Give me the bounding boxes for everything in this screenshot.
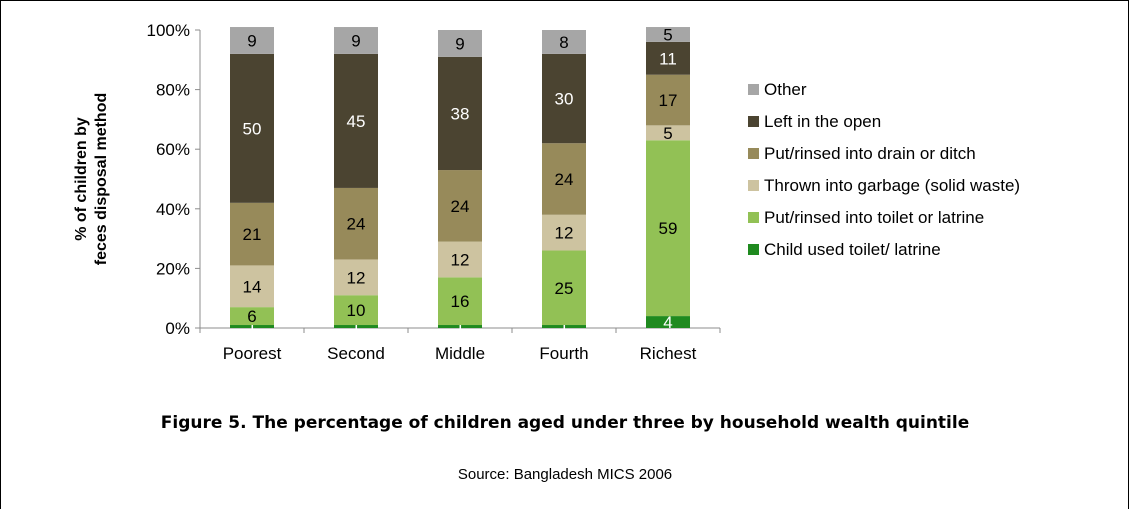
bar-segment-richest-4 — [646, 41, 690, 75]
x-tick-label: Poorest — [223, 344, 282, 363]
bar-segment-second-1 — [334, 295, 378, 326]
data-label: 6 — [247, 307, 256, 326]
data-label: 4 — [663, 313, 672, 332]
bar-segment-poorest-3 — [230, 202, 274, 266]
bar-segment-richest-0 — [646, 316, 690, 328]
data-label: 9 — [455, 34, 464, 53]
bar-segment-poorest-1 — [230, 307, 274, 326]
legend-swatch — [748, 180, 759, 191]
y-tick-label: 100% — [147, 21, 190, 40]
legend-label: Left in the open — [764, 112, 881, 131]
data-label: 38 — [451, 104, 470, 123]
bar-segment-poorest-0 — [230, 325, 274, 328]
x-tick-label: Second — [327, 344, 385, 363]
bar-segment-fourth-0 — [542, 325, 586, 328]
legend-swatch — [748, 84, 759, 95]
data-label: 9 — [351, 31, 360, 50]
data-label: 9 — [247, 31, 256, 50]
data-label: 8 — [559, 33, 568, 52]
data-label: 59 — [659, 219, 678, 238]
x-tick-label: Richest — [640, 344, 697, 363]
bar-segment-poorest-4 — [230, 53, 274, 203]
data-label: 25 — [555, 279, 574, 298]
legend-label: Put/rinsed into drain or ditch — [764, 144, 976, 163]
y-axis-title: % of children by feces disposal method — [73, 93, 110, 266]
bar-segment-middle-0 — [438, 325, 482, 328]
y-tick-label: 0% — [165, 319, 190, 338]
data-label: 12 — [555, 224, 574, 243]
bar-segment-fourth-1 — [542, 250, 586, 326]
figure-caption: Figure 5. The percentage of children age… — [160, 413, 970, 433]
legend-label: Thrown into garbage (solid waste) — [764, 176, 1020, 195]
data-label: 14 — [243, 277, 262, 296]
figure-source: Source: Bangladesh MICS 2006 — [457, 466, 673, 483]
x-tick-label: Fourth — [539, 344, 588, 363]
data-label: 11 — [659, 49, 677, 68]
data-label: 1 — [247, 316, 256, 335]
bar-segment-second-2 — [334, 259, 378, 296]
bar-segment-middle-4 — [438, 56, 482, 171]
bar-segment-poorest-5 — [230, 27, 274, 54]
legend-label: Other — [764, 80, 807, 99]
y-tick-label: 20% — [156, 259, 190, 278]
data-label: 45 — [347, 112, 366, 131]
y-tick-label: 40% — [156, 200, 190, 219]
bar-segment-richest-5 — [646, 27, 690, 42]
x-tick-label: Middle — [435, 344, 485, 363]
bar-segment-middle-2 — [438, 241, 482, 278]
data-label: 5 — [663, 25, 672, 44]
bar-segment-fourth-4 — [542, 53, 586, 144]
stacked-bar-chart: 0% 20% 40% 60% 80% 100% % of children by feces … — [73, 21, 1020, 363]
y-tick-label: 80% — [156, 81, 190, 100]
legend-label: Child used toilet/ latrine — [764, 240, 941, 259]
bar-segment-poorest-2 — [230, 265, 274, 308]
bar-segment-richest-2 — [646, 125, 690, 141]
legend-swatch — [748, 212, 759, 223]
legend-swatch — [748, 116, 759, 127]
data-label: 21 — [243, 225, 262, 244]
bar-segment-second-3 — [334, 187, 378, 260]
legend-swatch — [748, 148, 759, 159]
bar-segment-fourth-5 — [542, 30, 586, 54]
data-label: 5 — [663, 124, 672, 143]
bar-segment-second-0 — [334, 325, 378, 328]
data-label: 17 — [659, 91, 678, 110]
data-label: 1 — [455, 316, 464, 335]
bar-segment-second-4 — [334, 53, 378, 188]
data-label: 24 — [555, 170, 574, 189]
data-label: 24 — [451, 197, 470, 216]
data-label: 12 — [347, 268, 366, 287]
data-label: 50 — [243, 119, 262, 138]
data-label: 12 — [451, 250, 470, 269]
bar-segment-middle-5 — [438, 30, 482, 57]
legend-swatch — [748, 244, 759, 255]
bar-segment-richest-1 — [646, 140, 690, 317]
bar-segment-second-5 — [334, 27, 378, 54]
bar-segment-fourth-2 — [542, 214, 586, 251]
data-label: 30 — [555, 90, 574, 109]
bar-segment-richest-3 — [646, 74, 690, 126]
data-label: 16 — [451, 292, 470, 311]
bar-segment-middle-1 — [438, 277, 482, 326]
data-label: 10 — [347, 301, 366, 320]
data-label: 24 — [347, 215, 366, 234]
legend-label: Put/rinsed into toilet or latrine — [764, 208, 984, 227]
data-label: 1 — [351, 316, 360, 335]
y-tick-label: 60% — [156, 140, 190, 159]
data-label: 1 — [559, 316, 568, 335]
bar-segment-fourth-3 — [542, 143, 586, 215]
bar-segment-middle-3 — [438, 170, 482, 242]
